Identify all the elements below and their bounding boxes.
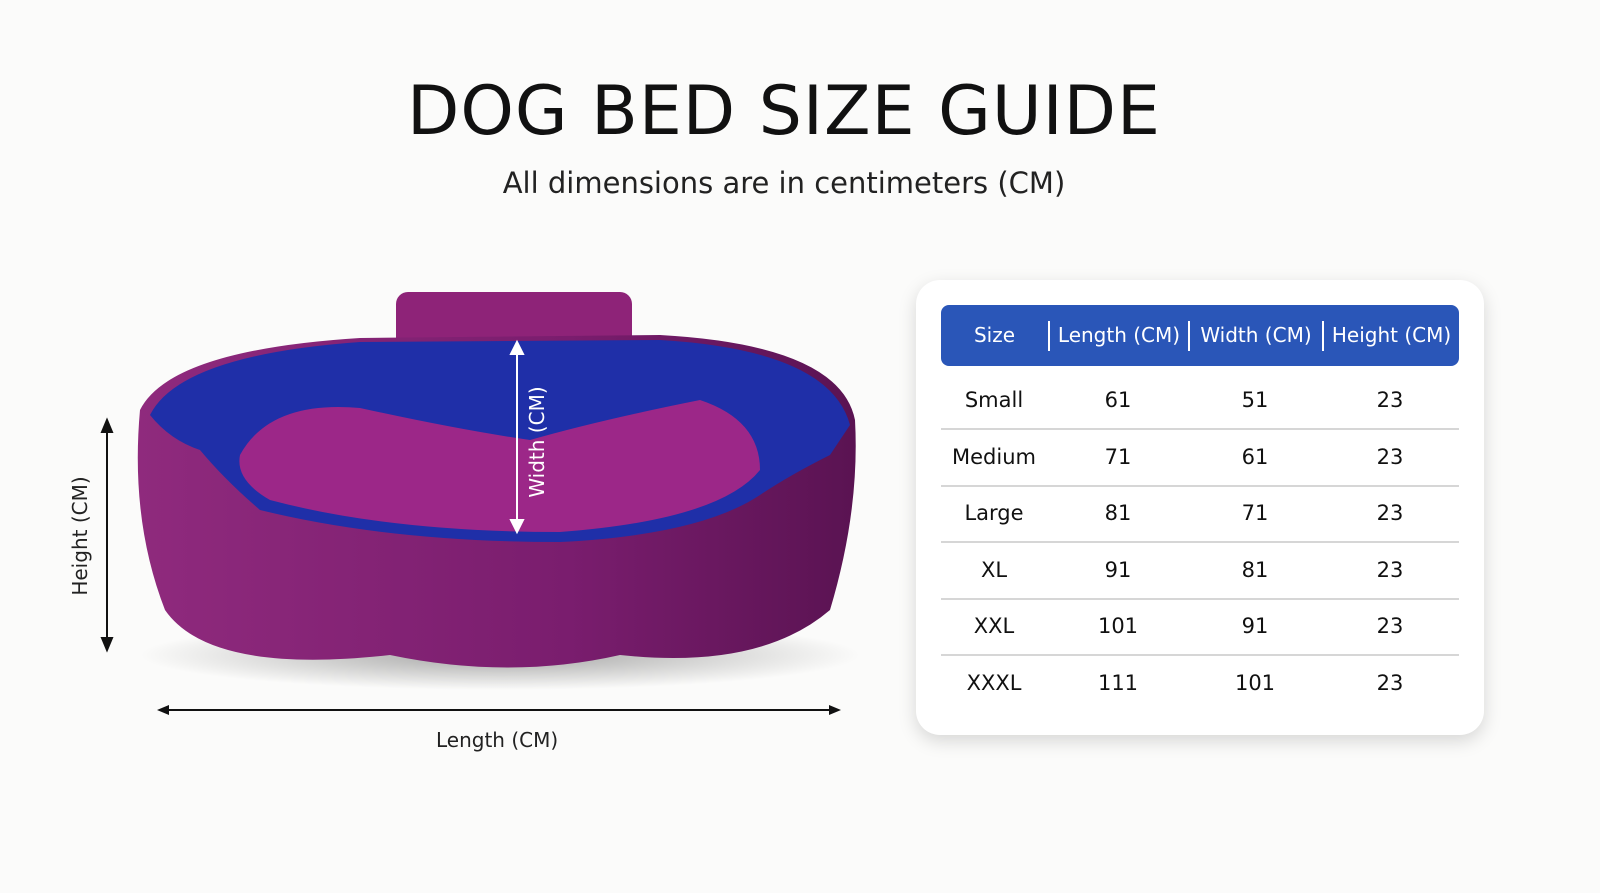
cell-width: 71 — [1241, 501, 1269, 526]
page-title: DOG BED SIZE GUIDE — [406, 72, 1161, 151]
cell-width: 101 — [1234, 671, 1276, 695]
cell-size: XL — [980, 557, 1008, 582]
cell-width: 61 — [1241, 444, 1269, 469]
header-divider — [1048, 321, 1050, 351]
header-size: Size — [973, 323, 1016, 347]
cell-height: 23 — [1376, 501, 1404, 526]
header-height: Height (CM) — [1331, 323, 1452, 347]
cell-size: Medium — [952, 444, 1036, 469]
table-row: Medium 71 61 23 — [941, 429, 1459, 487]
length-arrow-line — [157, 705, 841, 715]
dog-bed-image — [100, 292, 860, 690]
page-subtitle: All dimensions are in centimeters (CM) — [502, 166, 1066, 200]
header-width: Width (CM) — [1200, 323, 1312, 347]
height-label: Height (CM) — [68, 476, 92, 596]
header-divider — [1322, 321, 1324, 351]
cell-length: 71 — [1104, 444, 1132, 469]
bed-cushion — [239, 400, 760, 532]
height-arrow — [100, 417, 114, 653]
cell-length: 61 — [1104, 388, 1132, 412]
table-row: XL 91 81 23 — [941, 542, 1459, 600]
table-row: XXL 101 91 23 — [941, 598, 1459, 657]
cell-size: Large — [964, 501, 1024, 526]
header-divider — [1188, 321, 1190, 351]
table-row: Small 61 51 23 — [941, 372, 1459, 430]
table-header: Size Length (CM) Width (CM) Height (CM) — [941, 305, 1459, 366]
length-label: Length (CM) — [436, 728, 559, 752]
cell-size: XXXL — [966, 671, 1022, 695]
cell-size: Small — [964, 388, 1024, 412]
cell-width: 81 — [1241, 557, 1269, 582]
cell-length: 111 — [1097, 671, 1139, 695]
cell-length: 91 — [1104, 557, 1132, 582]
cell-height: 23 — [1376, 614, 1404, 639]
cell-width: 51 — [1241, 388, 1269, 412]
cell-length: 101 — [1097, 614, 1139, 639]
cell-height: 23 — [1376, 444, 1404, 469]
size-table: Size Length (CM) Width (CM) Height (CM) … — [916, 280, 1484, 735]
cell-width: 91 — [1241, 614, 1269, 639]
table-row: XXXL 111 101 23 — [941, 655, 1459, 711]
cell-height: 23 — [1376, 557, 1404, 582]
cell-size: XXL — [973, 614, 1015, 639]
cell-height: 23 — [1376, 671, 1404, 695]
cell-length: 81 — [1104, 501, 1132, 526]
header-length: Length (CM) — [1057, 323, 1181, 347]
table-row: Large 81 71 23 — [941, 485, 1459, 544]
width-arrow — [509, 339, 525, 535]
width-label: Width (CM) — [525, 386, 549, 498]
cell-height: 23 — [1376, 388, 1404, 412]
